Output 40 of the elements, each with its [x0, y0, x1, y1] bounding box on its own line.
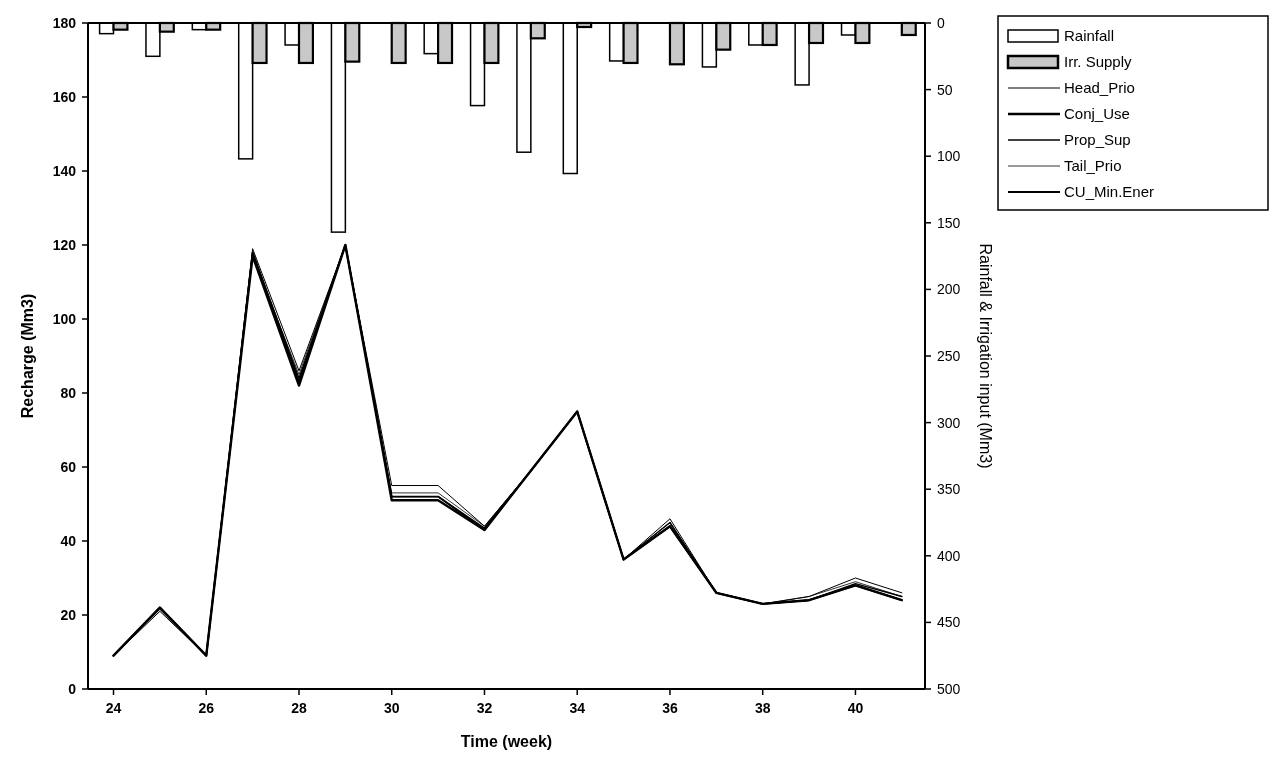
- x-tick-label: 36: [662, 700, 678, 716]
- y-tick-label: 0: [68, 680, 77, 697]
- y-tick-label: 100: [52, 310, 77, 327]
- y-tick-label: 20: [60, 606, 77, 623]
- x-tick-label: 34: [569, 700, 586, 716]
- y2-tick-label: 50: [937, 81, 953, 98]
- legend-label: Irr. Supply: [1064, 53, 1133, 71]
- legend-label: Head_Prio: [1064, 79, 1135, 97]
- x-tick-label: 30: [383, 700, 400, 716]
- y-tick-label: 40: [60, 532, 77, 549]
- x-tick-label: 40: [847, 700, 864, 716]
- y2-tick-label: 0: [937, 14, 945, 31]
- y-tick-label: 180: [52, 14, 77, 31]
- x-tick-label: 26: [198, 700, 215, 716]
- y-tick-label: 60: [60, 458, 77, 475]
- legend-label: Conj_Use: [1064, 105, 1130, 123]
- x-tick-label: 28: [291, 700, 307, 716]
- legend-label: CU_Min.Ener: [1064, 183, 1155, 201]
- legend-label: Prop_Sup: [1064, 131, 1131, 149]
- x-axis-title: Time (week): [460, 733, 553, 750]
- y2-tick-label: 350: [937, 481, 961, 498]
- y2-tick-label: 300: [937, 414, 961, 431]
- y2-tick-label: 200: [937, 281, 961, 298]
- y2-tick-label: 500: [937, 680, 961, 697]
- x-tick-label: 32: [476, 700, 493, 716]
- y2-tick-label: 250: [937, 347, 961, 364]
- x-tick-label: 24: [105, 700, 122, 716]
- y-tick-label: 120: [52, 236, 77, 253]
- y-tick-label: 140: [52, 162, 77, 179]
- y2-axis-title: Rainfall & Irrigation input (Mm3): [977, 243, 994, 469]
- y2-tick-label: 400: [937, 547, 961, 564]
- y-axis-title: Recharge (Mm3): [19, 293, 36, 419]
- y-tick-label: 80: [60, 384, 77, 401]
- x-tick-label: 38: [754, 700, 771, 716]
- y2-tick-label: 100: [937, 148, 961, 165]
- y2-tick-label: 150: [937, 214, 961, 231]
- y-tick-label: 160: [52, 88, 77, 105]
- legend-label: Rainfall: [1064, 27, 1115, 45]
- legend-label: Tail_Prio: [1064, 157, 1122, 175]
- y2-tick-label: 450: [937, 614, 961, 631]
